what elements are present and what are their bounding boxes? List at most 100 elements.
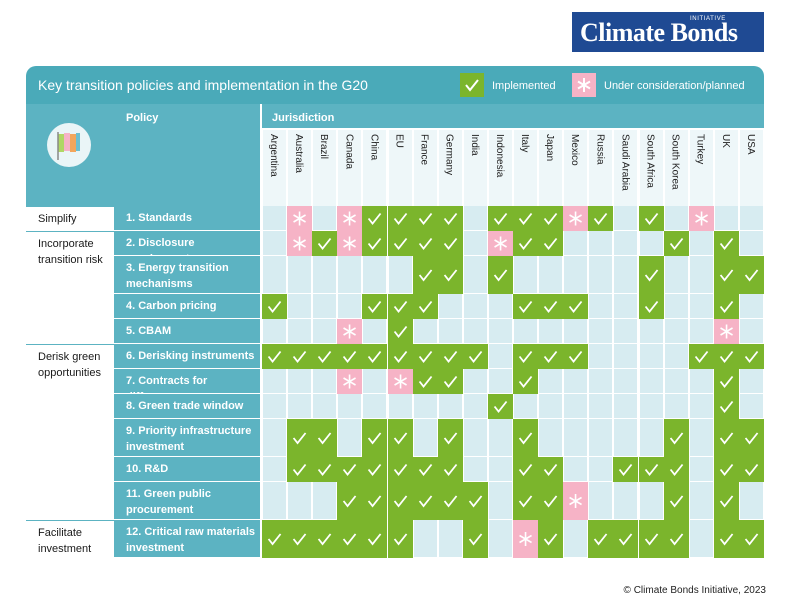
implemented-mark bbox=[412, 230, 438, 256]
grid-cell bbox=[689, 256, 713, 293]
grid-cell bbox=[589, 394, 613, 418]
grid-cell bbox=[488, 419, 512, 456]
implemented-mark bbox=[638, 205, 664, 231]
implemented-mark bbox=[337, 343, 363, 369]
grid-cell bbox=[263, 369, 287, 393]
planned-mark bbox=[563, 481, 589, 520]
grid-cell bbox=[739, 482, 763, 519]
policy-cell bbox=[114, 206, 260, 230]
legend-planned-label: Under consideration/planned bbox=[604, 80, 745, 92]
implemented-mark bbox=[362, 343, 388, 369]
policy-label: 10. R&D bbox=[126, 463, 169, 475]
implemented-mark bbox=[312, 230, 338, 256]
jurisdiction-header: Jurisdiction bbox=[272, 112, 335, 124]
check-icon bbox=[368, 212, 382, 225]
implemented-mark bbox=[437, 205, 463, 231]
planned-mark bbox=[337, 230, 363, 256]
implemented-mark bbox=[487, 393, 513, 419]
implemented-mark bbox=[462, 343, 488, 369]
column-header-cell bbox=[689, 130, 713, 206]
grid-cell bbox=[589, 369, 613, 393]
grid-cell bbox=[614, 369, 638, 393]
grid-cell bbox=[488, 344, 512, 368]
grid-cell bbox=[488, 520, 512, 557]
implemented-mark bbox=[287, 519, 313, 558]
category-cell bbox=[26, 520, 114, 557]
asterisk-icon bbox=[694, 211, 708, 225]
planned-mark bbox=[688, 205, 714, 231]
grid-cell bbox=[689, 369, 713, 393]
implemented-mark bbox=[437, 481, 463, 520]
check-icon bbox=[468, 494, 483, 507]
jurisdiction-label: Germany bbox=[443, 134, 455, 176]
policy-cell bbox=[114, 457, 260, 481]
grid-cell bbox=[488, 294, 512, 318]
check-icon bbox=[418, 494, 432, 507]
asterisk-icon bbox=[343, 211, 357, 225]
grid-cell bbox=[539, 369, 563, 393]
grid-cell bbox=[589, 344, 613, 368]
implemented-mark bbox=[337, 456, 363, 482]
grid-cell bbox=[463, 294, 487, 318]
check-icon bbox=[493, 400, 508, 413]
grid-cell bbox=[614, 344, 638, 368]
implemented-mark bbox=[312, 519, 338, 558]
grid-cell bbox=[338, 294, 362, 318]
grid-cell bbox=[463, 394, 487, 418]
grid-cell bbox=[438, 319, 462, 343]
policy-label: 9. Priority infrastructure investment bbox=[126, 425, 252, 453]
check-icon bbox=[669, 463, 683, 476]
implemented-mark bbox=[387, 293, 413, 319]
grid-cell bbox=[288, 319, 312, 343]
planned-mark bbox=[287, 230, 313, 256]
implemented-mark bbox=[538, 456, 564, 482]
jurisdiction-label: EU bbox=[393, 134, 405, 148]
grid-cell bbox=[664, 344, 688, 368]
check-icon bbox=[719, 268, 734, 281]
implemented-mark bbox=[513, 343, 539, 369]
implemented-mark bbox=[387, 318, 413, 344]
check-icon bbox=[719, 350, 734, 363]
implemented-mark bbox=[437, 343, 463, 369]
implemented-mark bbox=[487, 205, 513, 231]
check-icon bbox=[443, 494, 457, 507]
category-label: Simplify bbox=[38, 213, 77, 225]
asterisk-icon bbox=[569, 211, 583, 225]
check-icon bbox=[644, 212, 658, 225]
grid-cell bbox=[689, 419, 713, 456]
implemented-mark bbox=[638, 293, 664, 319]
implemented-mark bbox=[362, 230, 388, 256]
grid-cell bbox=[363, 319, 387, 343]
grid-cell bbox=[488, 457, 512, 481]
grid-cell bbox=[488, 482, 512, 519]
implemented-mark bbox=[437, 456, 463, 482]
jurisdiction-label: USA bbox=[744, 134, 756, 155]
planned-mark bbox=[513, 519, 539, 558]
grid-cell bbox=[313, 256, 337, 293]
legend-planned-swatch bbox=[572, 73, 596, 97]
check-icon bbox=[694, 350, 708, 363]
check-icon bbox=[318, 463, 332, 476]
grid-cell bbox=[413, 520, 437, 557]
grid-cell bbox=[288, 369, 312, 393]
column-header-cell bbox=[413, 130, 437, 206]
grid-cell bbox=[689, 457, 713, 481]
check-icon bbox=[719, 400, 734, 413]
grid-cell bbox=[263, 256, 287, 293]
grid-cell bbox=[639, 369, 663, 393]
grid-cell bbox=[514, 319, 538, 343]
implemented-mark bbox=[262, 293, 288, 319]
grid-cell bbox=[564, 394, 588, 418]
grid-cell bbox=[664, 294, 688, 318]
grid-cell bbox=[614, 206, 638, 230]
implemented-mark bbox=[387, 343, 413, 369]
implemented-mark bbox=[387, 230, 413, 256]
implemented-mark bbox=[738, 418, 764, 457]
check-icon bbox=[543, 350, 558, 363]
grid-cell bbox=[739, 369, 763, 393]
policy-cell bbox=[114, 394, 260, 418]
check-icon bbox=[343, 494, 357, 507]
grid-cell bbox=[614, 419, 638, 456]
implemented-mark bbox=[437, 255, 463, 294]
policy-label: 4. Carbon pricing bbox=[126, 300, 217, 312]
